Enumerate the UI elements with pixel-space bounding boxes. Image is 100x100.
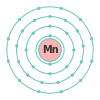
Circle shape <box>18 18 21 21</box>
Circle shape <box>90 60 93 62</box>
Circle shape <box>49 15 51 18</box>
Circle shape <box>18 79 21 82</box>
Circle shape <box>26 74 29 76</box>
Circle shape <box>7 38 10 40</box>
Circle shape <box>32 32 34 34</box>
Circle shape <box>49 35 51 37</box>
Circle shape <box>32 66 34 68</box>
Circle shape <box>49 63 51 65</box>
Circle shape <box>60 90 62 93</box>
Circle shape <box>38 7 40 10</box>
Circle shape <box>16 45 18 47</box>
Circle shape <box>80 61 83 63</box>
Circle shape <box>66 32 68 34</box>
Circle shape <box>82 45 84 47</box>
Circle shape <box>33 19 36 22</box>
Circle shape <box>57 81 59 84</box>
Circle shape <box>41 81 43 84</box>
Circle shape <box>7 60 10 62</box>
Circle shape <box>25 49 28 51</box>
Circle shape <box>49 25 51 28</box>
Circle shape <box>38 90 40 93</box>
Circle shape <box>72 49 75 51</box>
Circle shape <box>64 19 67 22</box>
Text: Mn: Mn <box>42 45 58 55</box>
Circle shape <box>71 74 74 76</box>
Circle shape <box>60 7 62 10</box>
Circle shape <box>66 66 68 68</box>
Circle shape <box>21 30 24 32</box>
Circle shape <box>17 61 20 63</box>
Circle shape <box>79 18 82 21</box>
Circle shape <box>39 39 61 61</box>
Circle shape <box>90 38 93 40</box>
Circle shape <box>79 79 82 82</box>
Circle shape <box>49 72 51 75</box>
Circle shape <box>76 30 79 32</box>
